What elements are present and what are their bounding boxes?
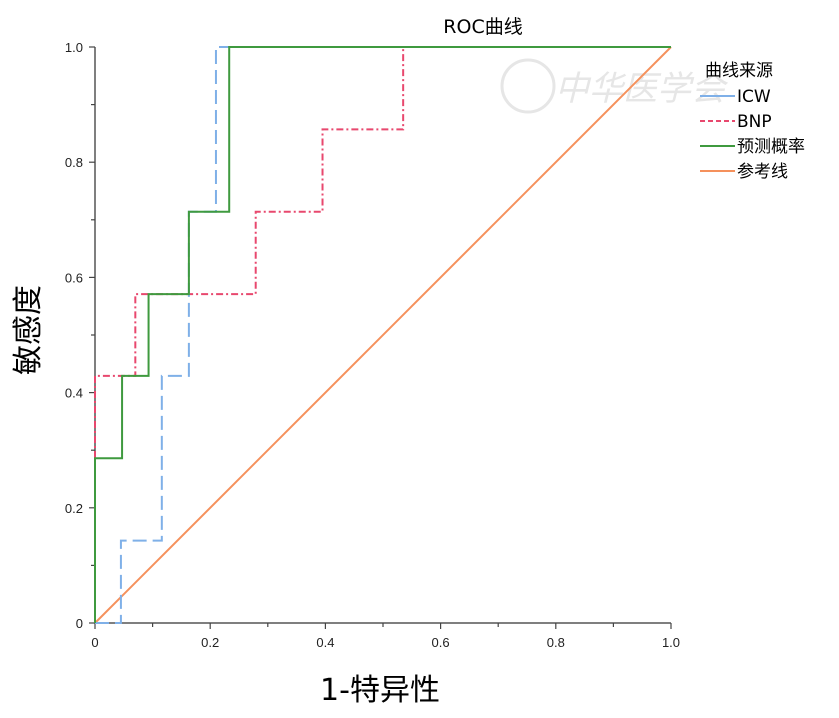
y-axis-label: 敏感度 — [11, 285, 46, 375]
x-tick-label: 0.2 — [201, 635, 219, 650]
series-line-2 — [94, 46, 671, 623]
legend-label: ICW — [737, 87, 771, 107]
legend-label: BNP — [737, 112, 772, 132]
y-tick-label: 0.4 — [65, 386, 83, 401]
y-tick-label: 0.2 — [65, 501, 83, 516]
x-axis-label: 1-特异性 — [320, 673, 440, 708]
x-tick-label: 0 — [91, 635, 98, 650]
y-tick-label: 0.6 — [65, 270, 83, 285]
axes: 0 0.2 0.4 0.6 0.8 1.0 0 0.2 0.4 0.6 0.8 1.0 — [65, 40, 680, 650]
watermark-seal — [500, 58, 556, 114]
legend-title: 曲线来源 — [705, 61, 773, 81]
x-tick-label: 1.0 — [662, 635, 680, 650]
series-group — [94, 46, 672, 624]
legend-label: 参考线 — [737, 162, 788, 182]
y-tick-label: 1.0 — [65, 40, 83, 55]
legend-label: 预测概率 — [737, 137, 805, 157]
y-tick-label: 0.8 — [65, 155, 83, 170]
y-tick-label: 0 — [76, 616, 83, 631]
chart-title: ROC曲线 — [443, 16, 522, 38]
x-tick-label: 0.6 — [432, 635, 450, 650]
x-tick-label: 0.4 — [316, 635, 334, 650]
series-line-3 — [94, 46, 672, 624]
series-line-0 — [95, 46, 671, 624]
x-tick-label: 0.8 — [547, 635, 565, 650]
